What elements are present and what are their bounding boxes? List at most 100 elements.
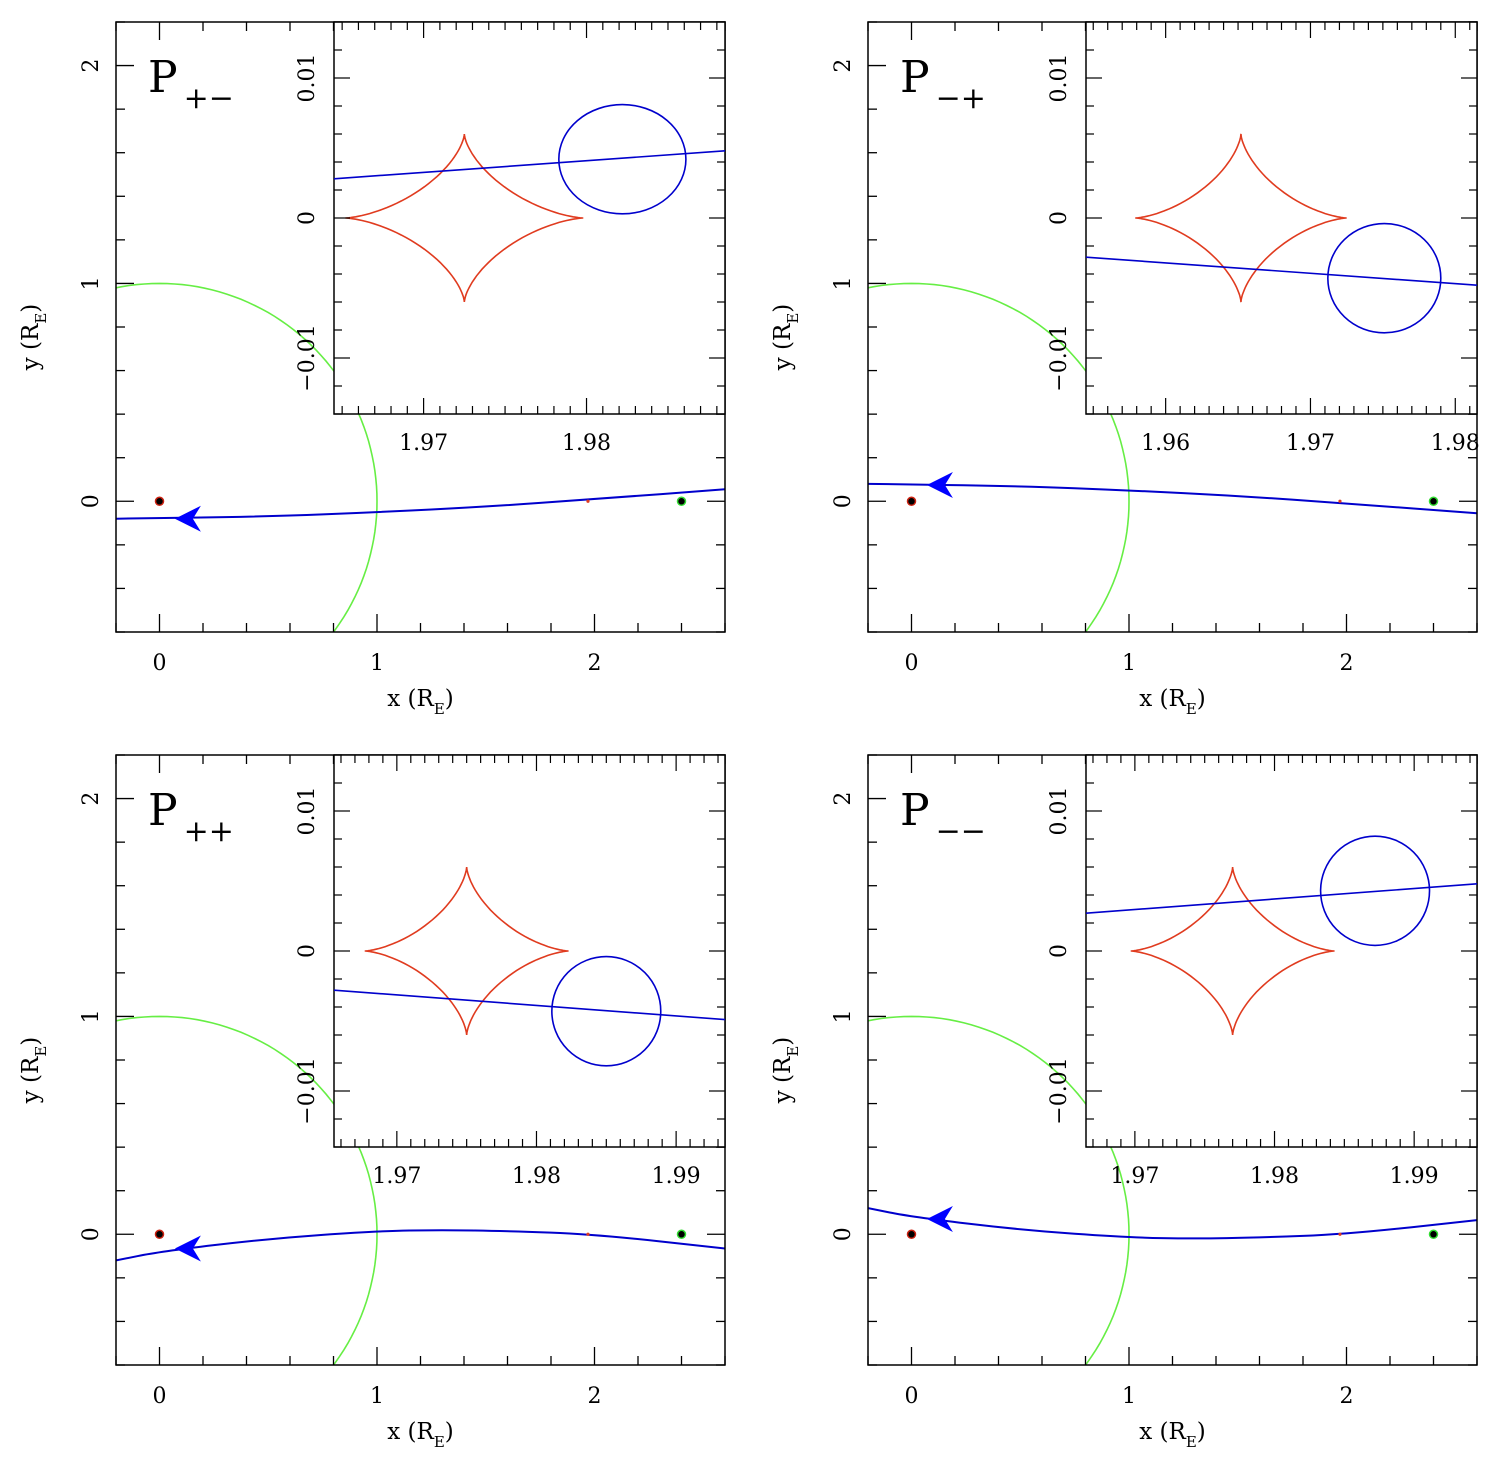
panel-label: P −−: [900, 785, 986, 849]
inset-y-tick-label: 0.01: [295, 787, 320, 836]
y-axis-label: y (RE): [770, 1037, 802, 1105]
y-axis-label-end: ): [18, 1037, 44, 1046]
inset-x-tick-label: 1.98: [1250, 1164, 1299, 1189]
inset-y-tick-label: −0.01: [1047, 324, 1072, 391]
y-axis-label-sub: E: [32, 313, 50, 324]
y-axis-label-main: y (R: [770, 323, 796, 371]
y-tick-label: 2: [831, 792, 856, 806]
caustic-curve: [1130, 867, 1335, 1035]
x-tick-label: 1: [370, 1384, 384, 1409]
inset-frame: [333, 21, 726, 415]
x-tick-label: 0: [153, 1384, 167, 1409]
x-tick-label: 2: [1340, 1384, 1354, 1409]
direction-arrow: [174, 505, 201, 532]
inset-x-tick-label: 1.99: [1390, 1164, 1439, 1189]
inset-trajectory: [334, 150, 725, 180]
source-trajectory: [868, 482, 1477, 515]
caustic-marker: [1338, 499, 1342, 503]
caustic-curve: [345, 134, 584, 302]
caustic-marker: [586, 499, 590, 503]
x-tick-label: 0: [905, 1384, 919, 1409]
y-axis-label-end: ): [18, 304, 44, 313]
planet-lens-dot: [676, 496, 687, 507]
direction-arrow: [174, 1235, 201, 1262]
inset-x-tick-label: 1.98: [1431, 431, 1480, 456]
y-tick-label: 0: [79, 494, 104, 508]
inset-y-tick-label: −0.01: [295, 324, 320, 391]
inset-y-tick-label: 0.01: [1047, 54, 1072, 103]
einstein-ring: [116, 282, 378, 632]
panel-label-main: P: [900, 52, 930, 103]
source-trajectory: [116, 488, 725, 520]
x-tick-label: 1: [370, 651, 384, 676]
inset-x-tick-label: 1.97: [399, 431, 448, 456]
panel-label-sub: +−: [184, 81, 234, 116]
inset: 1.97 1.98 1.99 0.01 0 −0.01: [1047, 754, 1478, 1189]
primary-lens-dot: [906, 496, 917, 507]
inset: 1.96 1.97 1.98 0.01 0 −0.01: [1047, 21, 1480, 456]
source-disk: [551, 955, 662, 1067]
source-trajectory: [868, 1207, 1477, 1240]
y-tick-label: 1: [831, 276, 856, 290]
inset-plot-area: [1086, 835, 1477, 1035]
inset-x-tick-label: 1.97: [372, 1164, 421, 1189]
x-axis-label-end: ): [445, 686, 454, 712]
x-tick-label: 0: [905, 651, 919, 676]
inset-plot-area: [334, 867, 725, 1067]
y-axis-label-sub: E: [784, 1046, 802, 1057]
y-tick-label: 2: [79, 792, 104, 806]
y-axis-label-main: y (R: [18, 1056, 44, 1104]
panel-label: P ++: [148, 785, 234, 849]
plot-area: [868, 1015, 1477, 1365]
inset-frame: [1085, 754, 1478, 1148]
x-tick-label: 2: [588, 651, 602, 676]
x-axis-label: x (RE): [1139, 1419, 1206, 1451]
panel-label-main: P: [148, 52, 178, 103]
inset-x-tick-label: 1.99: [652, 1164, 701, 1189]
inset-y-tick-label: −0.01: [295, 1057, 320, 1124]
inset-y-tick-label: −0.01: [1047, 1057, 1072, 1124]
y-tick-label: 2: [79, 59, 104, 73]
x-tick-label: 0: [153, 651, 167, 676]
panel-label-sub: −+: [936, 81, 986, 116]
inset-x-tick-label: 1.97: [1286, 431, 1335, 456]
y-axis-label: y (RE): [18, 1037, 50, 1105]
inset-x-tick-label: 1.97: [1110, 1164, 1159, 1189]
inset-x-tick-label: 1.96: [1141, 431, 1190, 456]
x-tick-label: 2: [1340, 651, 1354, 676]
x-axis-label-main: x (R: [1139, 1419, 1186, 1445]
x-axis-label-sub: E: [1186, 1433, 1197, 1451]
primary-lens-dot: [906, 1229, 917, 1240]
primary-lens-dot: [154, 496, 165, 507]
caustic-curve: [1135, 133, 1347, 303]
source-disk: [558, 103, 687, 215]
x-axis-label-main: x (R: [1139, 686, 1186, 712]
x-axis-label-main: x (R: [387, 686, 434, 712]
inset-plot-area: [334, 103, 725, 302]
y-tick-label: 2: [831, 59, 856, 73]
source-disk: [1327, 222, 1442, 334]
inset-y-tick-label: 0: [295, 211, 320, 225]
inset-trajectory: [1086, 883, 1477, 914]
plot-area: [116, 1015, 725, 1365]
planet-lens-dot: [1428, 1229, 1439, 1240]
x-axis-label-end: ): [1197, 686, 1206, 712]
x-axis-label-end: ): [445, 1419, 454, 1445]
inset-x-tick-label: 1.98: [512, 1164, 561, 1189]
inset-y-tick-label: 0.01: [295, 54, 320, 103]
inset-y-tick-label: 0.01: [1047, 787, 1072, 836]
planet-lens-dot: [1428, 496, 1439, 507]
x-axis-label-main: x (R: [387, 1419, 434, 1445]
panel-label: P −+: [900, 52, 986, 116]
inset-y-tick-label: 0: [295, 944, 320, 958]
y-axis-label: y (RE): [770, 304, 802, 372]
y-axis-label: y (RE): [18, 304, 50, 372]
y-tick-label: 1: [831, 1009, 856, 1023]
plot-area: [868, 282, 1477, 632]
caustic-marker: [586, 1232, 590, 1236]
x-axis-label-sub: E: [434, 700, 445, 718]
